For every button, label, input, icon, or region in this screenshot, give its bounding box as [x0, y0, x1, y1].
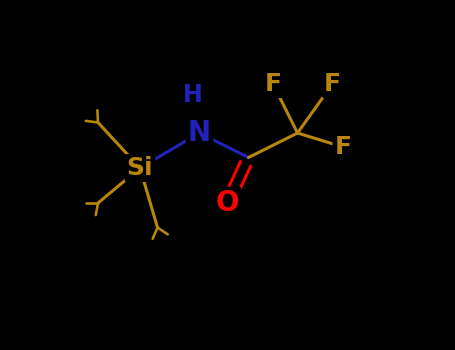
Text: O: O — [216, 189, 239, 217]
Text: Si: Si — [126, 156, 153, 180]
Text: N: N — [188, 119, 211, 147]
Text: H: H — [182, 83, 202, 106]
Text: F: F — [334, 135, 352, 159]
Text: F: F — [324, 72, 341, 96]
Text: F: F — [264, 72, 282, 96]
